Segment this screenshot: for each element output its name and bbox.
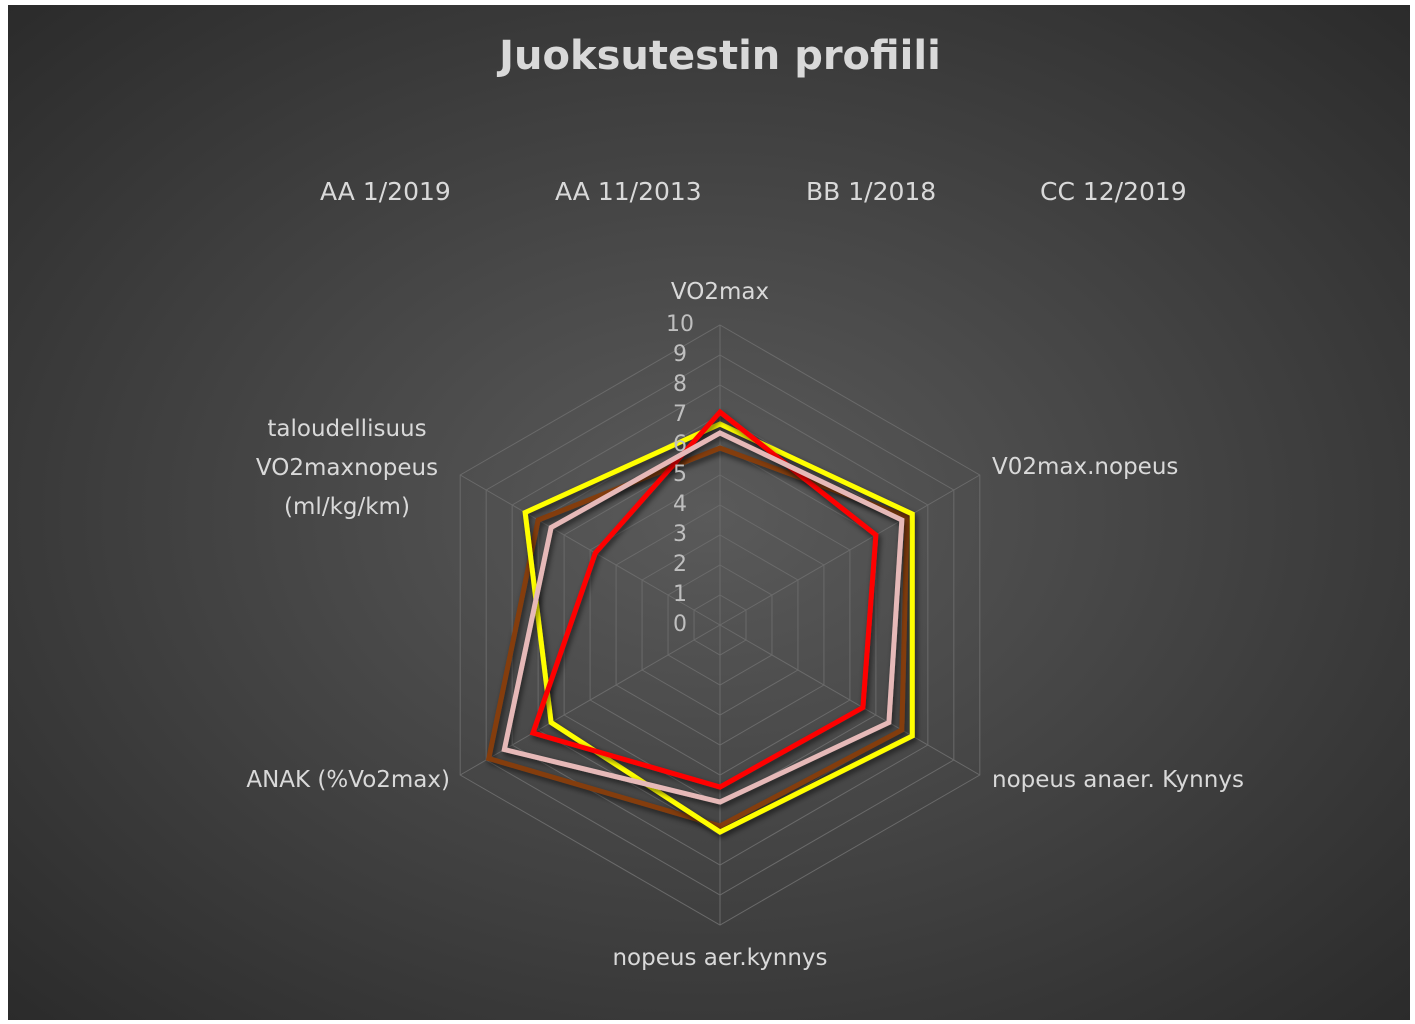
- legend-label: BB 1/2018: [806, 177, 936, 206]
- series-line: [529, 408, 879, 790]
- y-tick-label: 1: [673, 582, 687, 607]
- series-line: [522, 421, 915, 835]
- y-tick-label: 5: [673, 462, 687, 487]
- y-tick-label: 0: [673, 612, 687, 637]
- y-tick-label: 2: [673, 552, 687, 577]
- category-label: nopeus anaer. Kynnys: [992, 767, 1244, 793]
- y-tick-label: 6: [673, 432, 687, 457]
- category-label: taloudellisuus VO2maxnopeus (ml/kg/km): [255, 416, 439, 520]
- y-tick-label: 8: [673, 372, 687, 397]
- y-tick-label: 9: [673, 342, 687, 367]
- spoke: [719, 474, 981, 626]
- y-tick-label: 4: [673, 492, 687, 517]
- spoke: [719, 624, 981, 776]
- chart-title: Juoksutestin profiili: [496, 33, 941, 79]
- y-tick-label: 10: [666, 312, 694, 337]
- category-label: V02max.nopeus: [992, 454, 1179, 480]
- series-line: [501, 430, 905, 805]
- legend-label: CC 12/2019: [1040, 177, 1187, 206]
- category-label: ANAK (%Vo2max): [246, 767, 450, 793]
- legend-label: AA 11/2013: [555, 177, 702, 206]
- chart: Juoksutestin profiili 0 1 2 3 4 5 6 7 8 9 10 AA 1/2…: [8, 5, 1410, 1020]
- y-tick-label: 7: [673, 402, 687, 427]
- legend-label: AA 1/2019: [320, 177, 451, 206]
- series-line: [485, 445, 910, 829]
- chart-svg: Juoksutestin profiili 0 1 2 3 4 5 6 7 8 9 10 AA 1/2…: [260, 33, 1187, 926]
- category-label: nopeus aer.kynnys: [612, 945, 828, 971]
- category-label: VO2max: [670, 279, 770, 305]
- y-tick-label: 3: [673, 522, 687, 547]
- spoke: [459, 474, 721, 626]
